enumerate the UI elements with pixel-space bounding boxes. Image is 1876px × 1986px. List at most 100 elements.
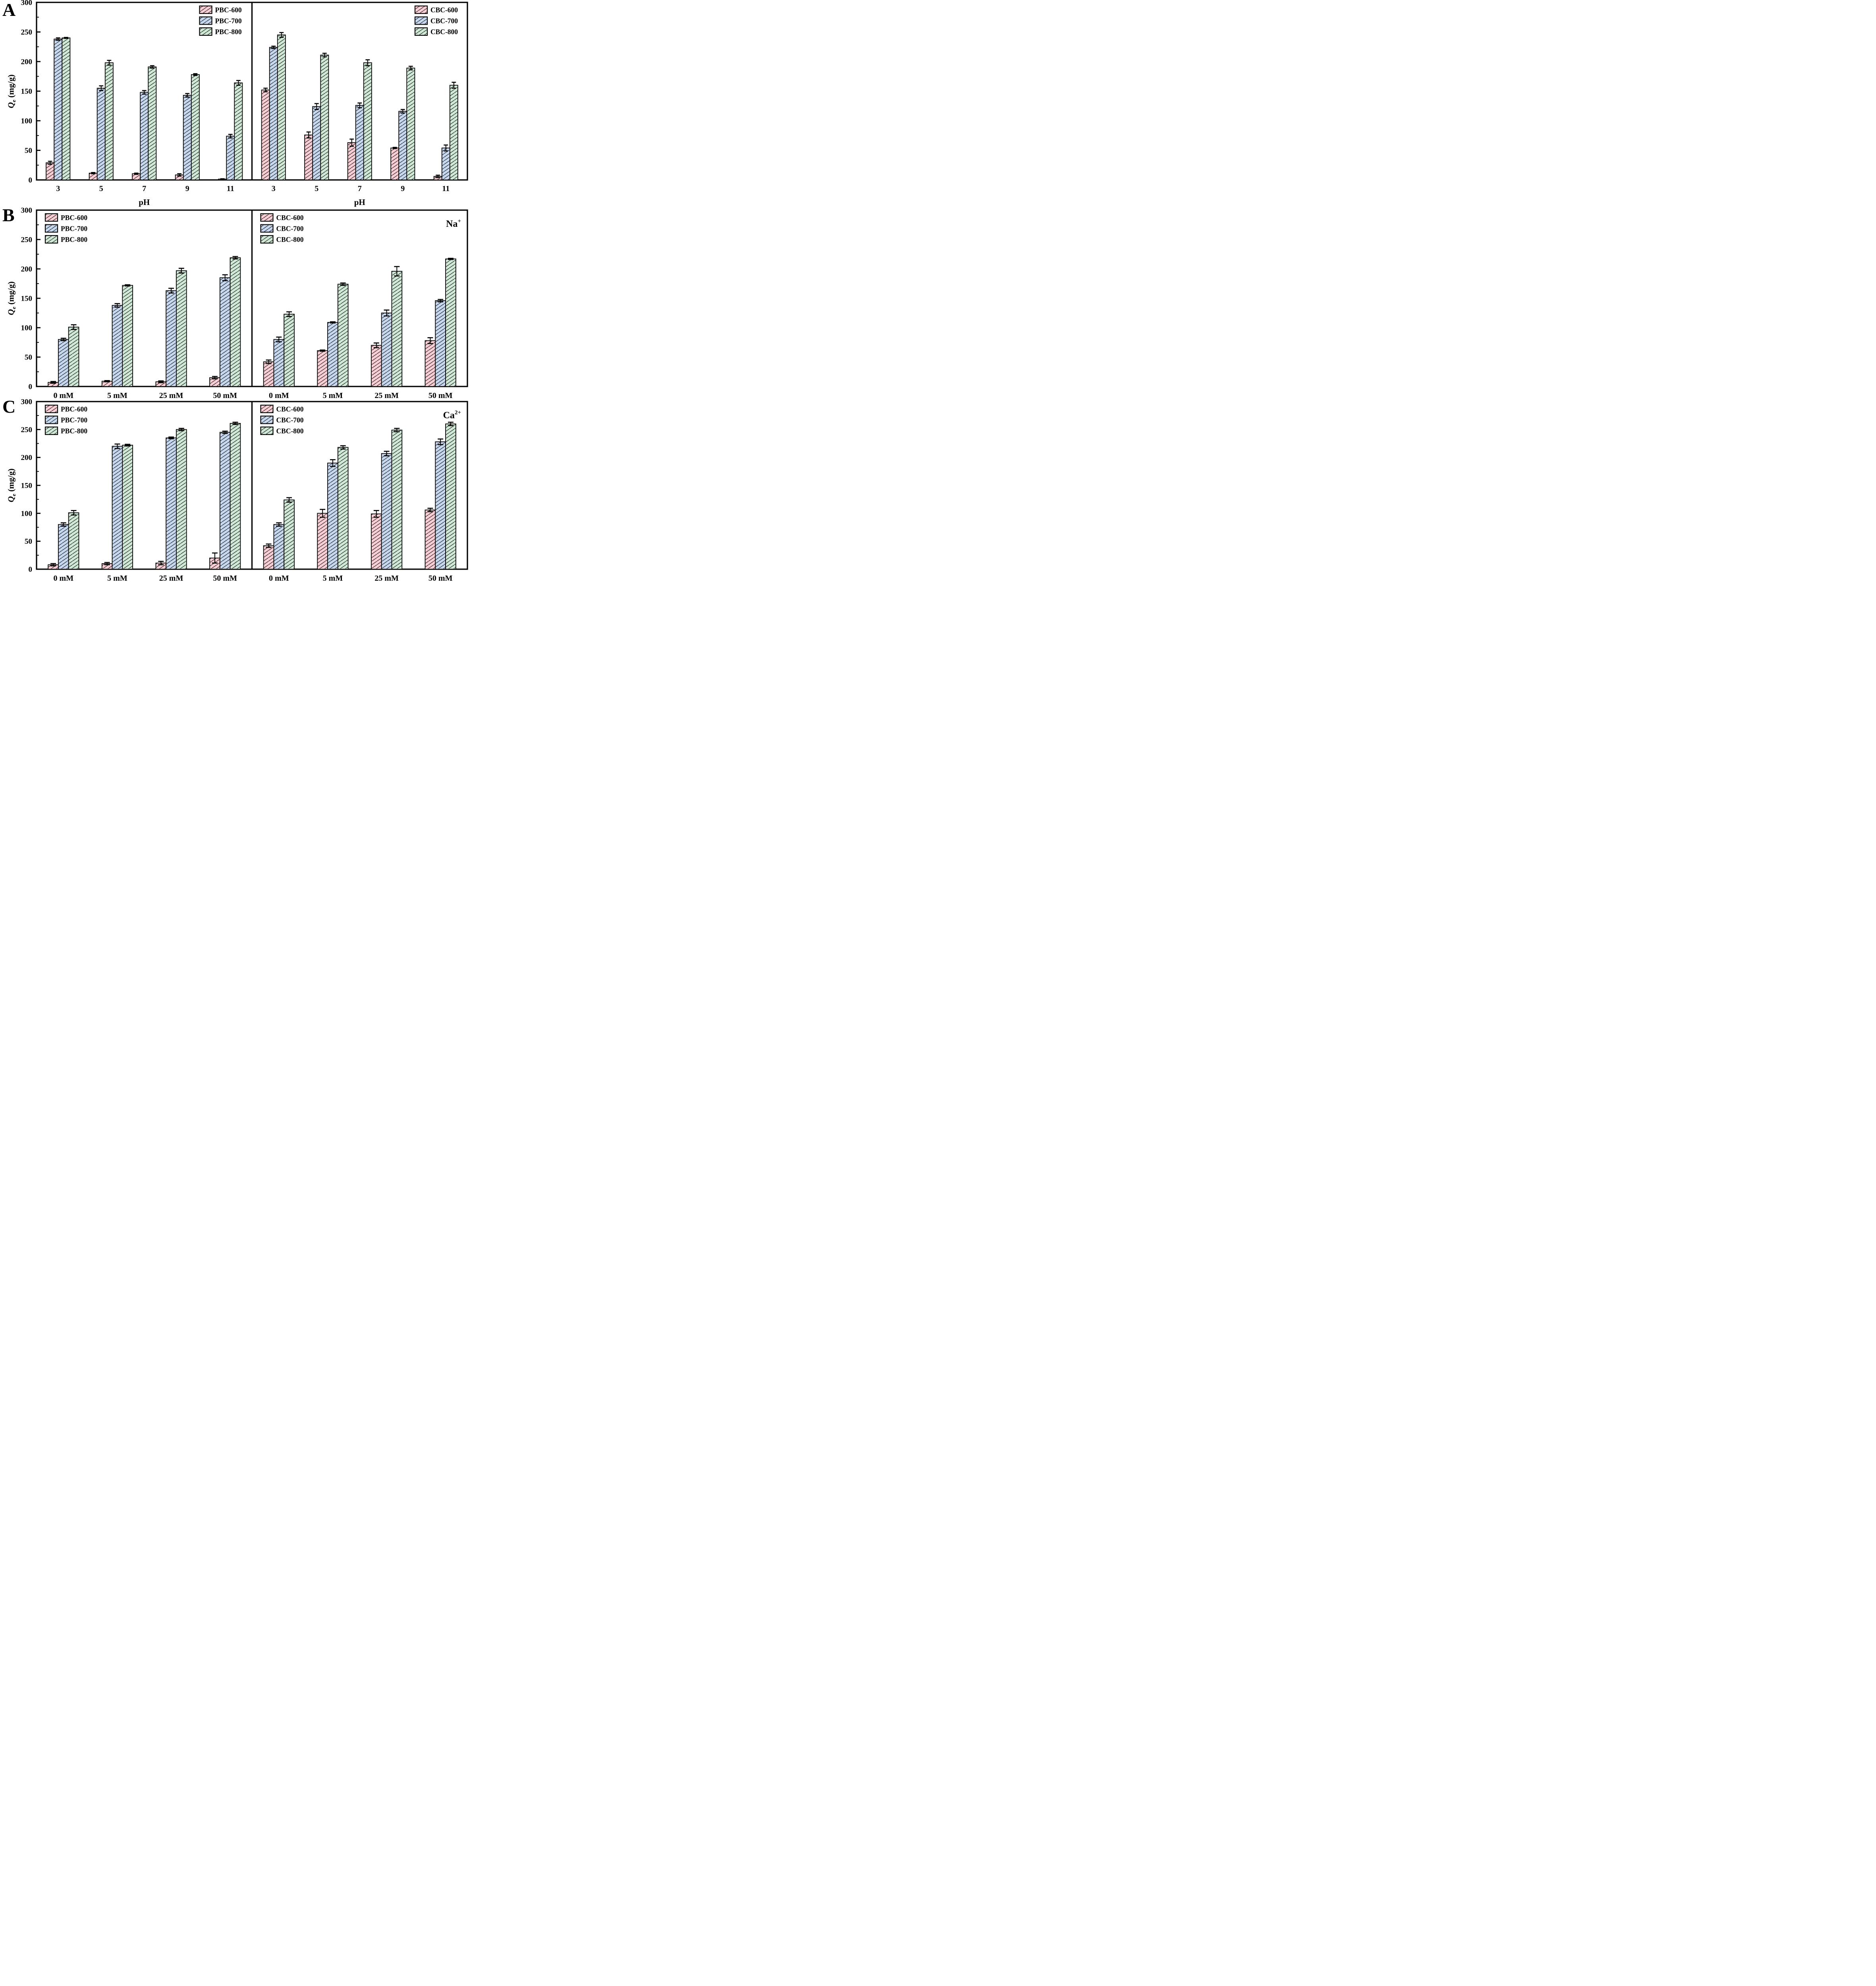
x-tick-label: 5 mM	[323, 574, 343, 583]
error-bar-PBC-600-50 mM	[212, 552, 218, 564]
error-bar-CBC-700-7	[357, 102, 362, 108]
error-bar-PBC-800-0 mM	[71, 510, 77, 516]
legend-swatch-hatch-PBC-800	[199, 28, 212, 35]
x-axis-title: pH	[354, 197, 365, 207]
bar-hatch-CBC-800-25 mM	[392, 430, 402, 569]
error-bar-CBC-800-5 mM	[340, 282, 346, 286]
x-tick-label: 50 mM	[213, 391, 237, 400]
panel-label-A: A	[2, 0, 16, 20]
error-bar-CBC-800-7	[365, 59, 370, 66]
x-tick-label: 9	[185, 184, 189, 193]
legend-label-CBC-600: CBC-600	[430, 6, 458, 14]
legend-A-left: PBC-600 PBC-700 PBC-800	[199, 5, 242, 36]
bar-hatch-PBC-800-25 mM	[176, 270, 187, 386]
error-bar-PBC-700-50 mM	[222, 431, 228, 434]
bar-hatch-PBC-800-5 mM	[122, 445, 133, 569]
error-bar-PBC-600-25 mM	[158, 561, 164, 566]
bar-hatch-PBC-700-11	[226, 136, 235, 180]
error-bar-CBC-600-5 mM	[320, 349, 326, 352]
error-bar-PBC-700-50 mM	[222, 274, 228, 281]
x-tick-label: 0 mM	[269, 391, 289, 400]
panel-A-right: 3 5 7 9 11 pH CBC-600 CBC-700 CBC-800	[261, 5, 458, 207]
bar-hatch-PBC-800-3	[62, 38, 70, 180]
legend-swatch-hatch-PBC-600	[199, 6, 212, 14]
error-bar-PBC-600-0 mM	[50, 381, 56, 384]
bar-hatch-PBC-600-0 mM	[48, 382, 58, 386]
error-bar-CBC-700-0 mM	[276, 522, 282, 527]
bar-hatch-PBC-800-0 mM	[68, 512, 79, 569]
error-bar-PBC-700-11	[228, 133, 233, 139]
error-bar-PBC-600-5 mM	[104, 380, 110, 383]
error-bar-PBC-700-3	[56, 37, 60, 41]
bar-hatch-PBC-600-5	[89, 173, 97, 180]
error-bar-CBC-700-5 mM	[330, 459, 336, 467]
legend-label-PBC-600: PBC-600	[61, 214, 87, 222]
error-bar-CBC-800-9	[408, 66, 413, 71]
legend-label-CBC-600: CBC-600	[276, 405, 304, 413]
y-tick-label: 200	[21, 454, 33, 462]
bar-hatch-CBC-600-11	[434, 176, 442, 180]
legend-label-PBC-600: PBC-600	[215, 6, 242, 14]
x-tick-label: 5 mM	[107, 574, 127, 583]
y-tick-label: 250	[21, 426, 33, 434]
panel-A-left: 3 5 7 9 11 pH PBC-600 PBC-700 PBC-800	[46, 5, 243, 207]
legend-label-PBC-800: PBC-800	[215, 28, 242, 36]
y-tick-label: 250	[21, 28, 33, 37]
error-bar-CBC-600-11	[436, 174, 440, 178]
error-bar-PBC-800-50 mM	[232, 421, 238, 425]
error-bar-PBC-700-0 mM	[60, 522, 66, 527]
error-bar-CBC-800-3	[279, 32, 284, 38]
y-title-units: (mg/g)	[6, 281, 16, 307]
y-title-subscript: e	[11, 100, 17, 102]
bar-hatch-CBC-600-5	[305, 135, 313, 180]
error-bar-PBC-600-3	[48, 160, 52, 165]
panel-label-B: B	[2, 205, 15, 225]
error-bar-CBC-600-50 mM	[427, 508, 433, 512]
legend-B-right: CBC-600 CBC-700 CBC-800	[260, 213, 304, 244]
y-tick-label: 100	[21, 117, 33, 126]
y-tick-label: 0	[29, 383, 33, 391]
legend-swatch-hatch-CBC-800	[415, 28, 427, 35]
bar-hatch-PBC-700-50 mM	[220, 432, 230, 569]
y-tick-label: 300	[21, 207, 33, 215]
error-bar-CBC-800-25 mM	[394, 428, 400, 433]
y-tick-label: 100	[21, 324, 33, 332]
error-bar-CBC-600-7	[349, 138, 354, 147]
bar-hatch-CBC-600-25 mM	[371, 514, 382, 569]
bar-hatch-CBC-700-50 mM	[435, 442, 446, 569]
error-bar-CBC-600-25 mM	[373, 510, 379, 518]
y-tick-label: 50	[25, 354, 32, 362]
y-tick-label: 50	[25, 537, 32, 546]
y-title-subscript: e	[11, 307, 17, 309]
y-title-units: (mg/g)	[6, 468, 16, 494]
bar-hatch-PBC-600-5 mM	[102, 381, 112, 386]
bar-hatch-CBC-700-0 mM	[274, 524, 284, 569]
bar-hatch-CBC-800-11	[450, 85, 458, 180]
bar-hatch-CBC-700-7	[355, 105, 364, 180]
bar-hatch-CBC-700-25 mM	[381, 453, 392, 569]
bar-hatch-CBC-600-50 mM	[425, 510, 436, 569]
bar-hatch-PBC-800-11	[234, 83, 243, 180]
bar-hatch-CBC-800-25 mM	[392, 271, 402, 386]
bar-hatch-PBC-800-0 mM	[68, 327, 79, 386]
y-axis-title-A: Qe (mg/g)	[6, 75, 17, 108]
bar-hatch-CBC-600-0 mM	[263, 361, 274, 386]
bar-hatch-CBC-700-9	[399, 111, 407, 180]
bar-hatch-CBC-800-50 mM	[446, 424, 456, 569]
legend-label-PBC-800: PBC-800	[61, 427, 87, 435]
error-bar-PBC-700-5 mM	[114, 443, 120, 449]
figure: 0 50 100 150 200 250 300 3 5 7 9 11 pH PBC-600 PBC-700…	[0, 0, 469, 585]
bar-hatch-CBC-700-50 mM	[435, 300, 446, 386]
error-bar-CBC-700-9	[400, 109, 405, 114]
bar-hatch-CBC-800-5 mM	[338, 447, 348, 569]
bar-hatch-PBC-700-5	[97, 88, 105, 180]
y-tick-label: 0	[29, 566, 33, 574]
bar-hatch-PBC-600-50 mM	[210, 377, 220, 386]
x-tick-label: 50 mM	[213, 574, 237, 583]
x-tick-label: 3	[56, 184, 60, 193]
error-bar-PBC-600-5 mM	[104, 562, 110, 566]
y-title-units: (mg/g)	[6, 74, 16, 100]
bar-hatch-PBC-600-0 mM	[48, 564, 58, 569]
panel-B-right: 0 mM 5 mM 25 mM 50 mM CBC-600 CBC-700 CBC-800 N…	[260, 213, 461, 400]
bar-hatch-CBC-600-7	[347, 143, 356, 180]
